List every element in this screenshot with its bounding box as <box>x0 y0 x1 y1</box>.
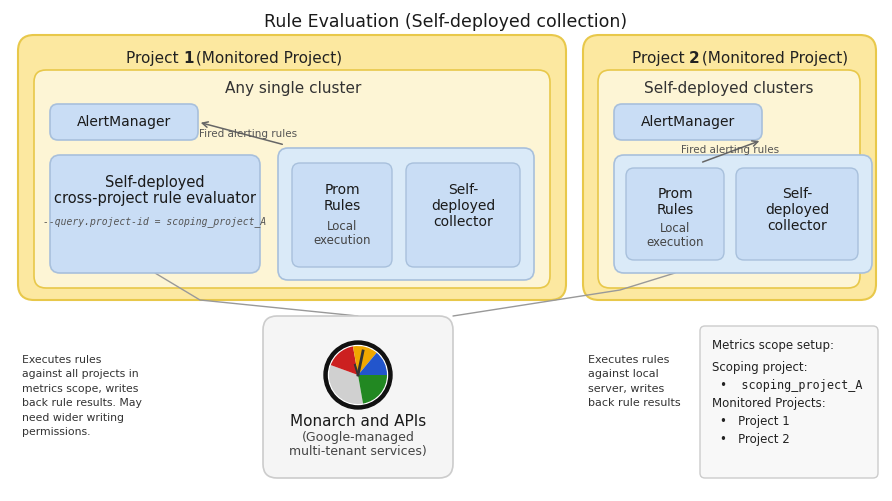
Text: Self-deployed: Self-deployed <box>105 175 205 190</box>
Text: Local: Local <box>326 219 357 232</box>
Text: Project: Project <box>126 51 183 66</box>
Text: deployed: deployed <box>431 199 495 213</box>
Text: (Google-managed: (Google-managed <box>301 431 415 444</box>
FancyBboxPatch shape <box>598 70 860 288</box>
Text: Rules: Rules <box>657 203 694 217</box>
Text: Metrics scope setup:: Metrics scope setup: <box>712 340 834 353</box>
Text: --query.project-id = scoping_project_A: --query.project-id = scoping_project_A <box>44 216 267 227</box>
Text: 1: 1 <box>183 51 194 66</box>
Text: Project: Project <box>632 51 689 66</box>
FancyBboxPatch shape <box>626 168 724 260</box>
Text: Self-: Self- <box>448 183 478 197</box>
Text: Fired alerting rules: Fired alerting rules <box>681 145 779 155</box>
Text: AlertManager: AlertManager <box>640 115 735 129</box>
Text: Self-deployed clusters: Self-deployed clusters <box>644 81 814 96</box>
FancyBboxPatch shape <box>34 70 550 288</box>
Text: Rules: Rules <box>324 199 360 213</box>
Text: Self-: Self- <box>782 187 812 201</box>
Text: Prom: Prom <box>657 187 693 201</box>
Text: Scoping project:: Scoping project: <box>712 362 807 375</box>
Wedge shape <box>353 346 376 375</box>
FancyBboxPatch shape <box>50 104 198 140</box>
Wedge shape <box>331 346 358 375</box>
Text: multi-tenant services): multi-tenant services) <box>289 445 427 458</box>
Text: Executes rules
against all projects in
metrics scope, writes
back rule results. : Executes rules against all projects in m… <box>22 355 142 437</box>
Circle shape <box>328 346 387 404</box>
Circle shape <box>324 341 392 409</box>
Text: 2: 2 <box>689 51 699 66</box>
Text: •   Project 1: • Project 1 <box>720 415 789 428</box>
Text: collector: collector <box>434 215 493 229</box>
FancyBboxPatch shape <box>406 163 520 267</box>
Wedge shape <box>329 365 363 404</box>
Text: collector: collector <box>767 219 827 233</box>
Text: Local: Local <box>660 221 690 234</box>
Text: Monarch and APIs: Monarch and APIs <box>290 414 426 429</box>
FancyBboxPatch shape <box>614 104 762 140</box>
Text: AlertManager: AlertManager <box>77 115 171 129</box>
FancyBboxPatch shape <box>614 155 872 273</box>
Text: execution: execution <box>313 233 371 246</box>
Text: Fired alerting rules: Fired alerting rules <box>199 129 297 139</box>
FancyBboxPatch shape <box>583 35 876 300</box>
Text: Monitored Projects:: Monitored Projects: <box>712 397 826 410</box>
Text: deployed: deployed <box>764 203 830 217</box>
FancyBboxPatch shape <box>18 35 566 300</box>
Wedge shape <box>358 375 387 404</box>
FancyBboxPatch shape <box>263 316 453 478</box>
Text: •  scoping_project_A: • scoping_project_A <box>720 379 863 392</box>
Text: Any single cluster: Any single cluster <box>225 81 361 96</box>
Text: execution: execution <box>646 235 704 248</box>
Text: (Monitored Project): (Monitored Project) <box>191 51 343 66</box>
FancyBboxPatch shape <box>50 155 260 273</box>
FancyBboxPatch shape <box>700 326 878 478</box>
FancyBboxPatch shape <box>292 163 392 267</box>
Text: Prom: Prom <box>324 183 359 197</box>
Text: Rule Evaluation (Self-deployed collection): Rule Evaluation (Self-deployed collectio… <box>264 13 628 31</box>
FancyBboxPatch shape <box>278 148 534 280</box>
Text: cross-project rule evaluator: cross-project rule evaluator <box>54 191 256 206</box>
Text: •   Project 2: • Project 2 <box>720 433 789 446</box>
FancyBboxPatch shape <box>736 168 858 260</box>
Wedge shape <box>358 353 387 375</box>
Text: (Monitored Project): (Monitored Project) <box>697 51 848 66</box>
Text: Executes rules
against local
server, writes
back rule results: Executes rules against local server, wri… <box>588 355 681 408</box>
